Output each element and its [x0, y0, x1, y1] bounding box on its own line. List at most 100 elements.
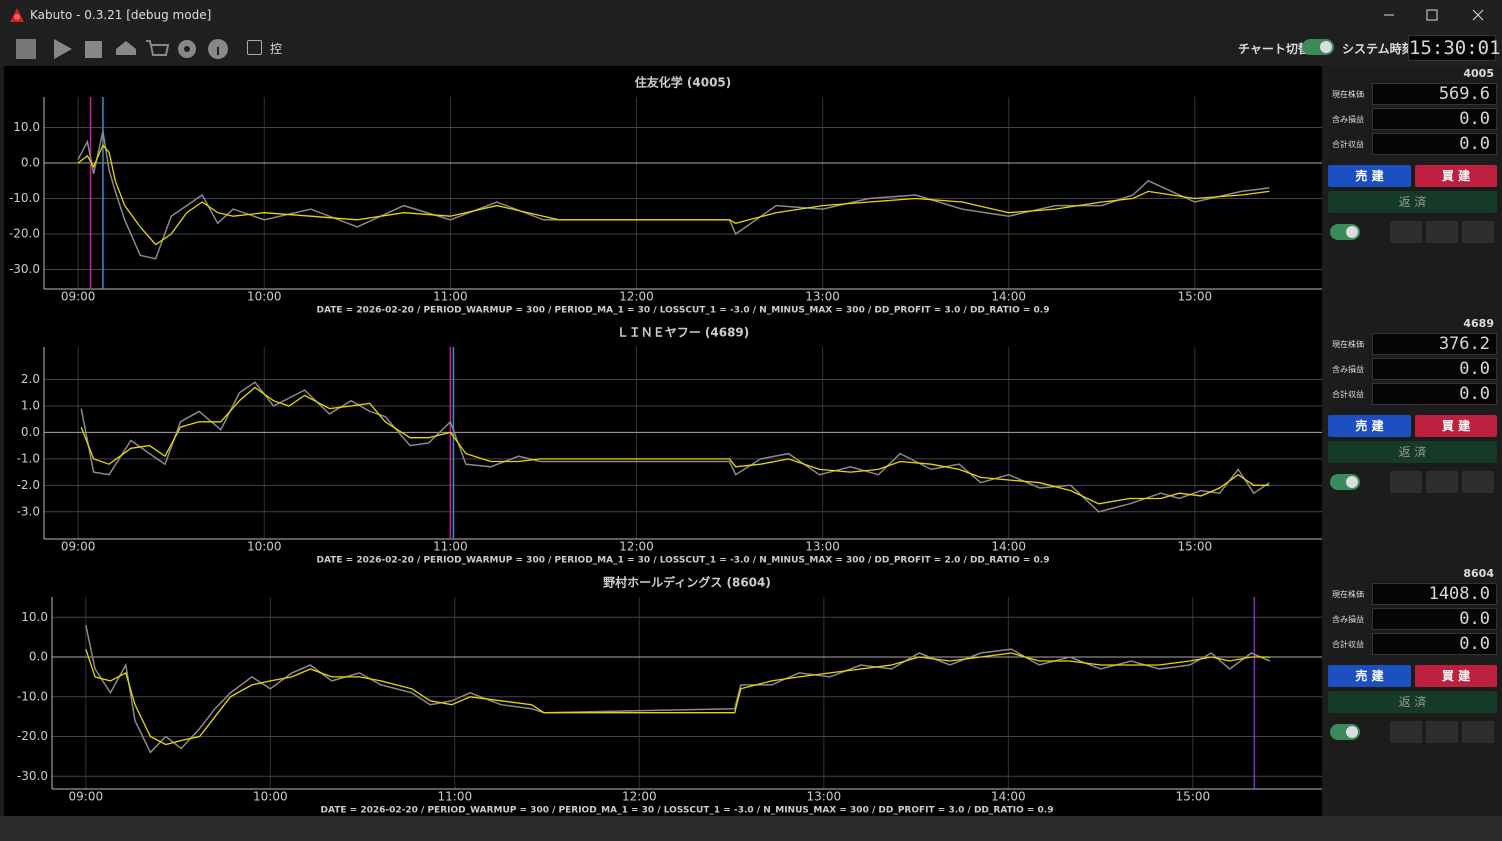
- window-controls[interactable]: [1370, 0, 1502, 31]
- y-tick-label: -2.0: [17, 478, 40, 492]
- x-tick-label: 09:00: [69, 790, 104, 804]
- toolbar-icons[interactable]: [10, 35, 235, 63]
- tool-button[interactable]: [1390, 221, 1422, 243]
- y-tick-label: -30.0: [17, 769, 48, 783]
- y-tick-label: 0.0: [21, 156, 40, 170]
- stock-code: 4689: [1463, 317, 1494, 330]
- chart-footer: DATE = 2026-02-20 / PERIOD_WARMUP = 300 …: [321, 806, 1054, 816]
- tool-button[interactable]: [1462, 221, 1494, 243]
- checkbox[interactable]: [247, 40, 262, 55]
- window-title: Kabuto - 0.3.21 [debug mode]: [30, 8, 212, 22]
- x-tick-label: 11:00: [433, 290, 468, 304]
- toggle[interactable]: [1330, 724, 1360, 740]
- close-button[interactable]: 返 済: [1328, 441, 1497, 463]
- x-tick-label: 13:00: [805, 290, 840, 304]
- y-tick-label: -10.0: [9, 191, 40, 205]
- stock-code: 8604: [1463, 567, 1494, 580]
- field-value: 0.0: [1372, 133, 1497, 155]
- buy-button[interactable]: 買 建: [1415, 665, 1497, 687]
- field-label: 含み損益: [1332, 115, 1364, 124]
- x-tick-label: 15:00: [1176, 790, 1211, 804]
- field-label: 合計収益: [1332, 640, 1364, 649]
- field-label: 含み損益: [1332, 615, 1364, 624]
- sell-button[interactable]: 売 建: [1328, 165, 1411, 187]
- field-value: 0.0: [1372, 108, 1497, 130]
- y-tick-label: 10.0: [13, 120, 40, 134]
- stock-code: 4005: [1463, 67, 1494, 80]
- y-tick-label: -3.0: [17, 504, 40, 518]
- y-tick-label: 0.0: [29, 650, 48, 664]
- status-bar: [0, 816, 1502, 841]
- charts: 住友化学 (4005) 09:00 10:00 11:00 12:00 13:00 14:0…: [4, 66, 1322, 816]
- buy-button[interactable]: 買 建: [1415, 415, 1497, 437]
- tool-button[interactable]: [1426, 471, 1458, 493]
- chart-title: ＬＩＮＥヤフー (4689): [617, 326, 750, 340]
- x-tick-label: 12:00: [619, 540, 654, 554]
- x-tick-label: 15:00: [1178, 540, 1213, 554]
- toolbar: 控 チャート切替 システム時刻 15:30:01: [0, 31, 1502, 66]
- x-tick-label: 10:00: [247, 540, 282, 554]
- system-time-label: システム時刻: [1342, 42, 1414, 56]
- buy-button[interactable]: 買 建: [1415, 165, 1497, 187]
- app-icon: [10, 8, 24, 22]
- tool-button[interactable]: [1426, 721, 1458, 743]
- field-value: 1408.0: [1372, 583, 1497, 605]
- x-tick-label: 15:00: [1178, 290, 1213, 304]
- field-label: 現在株価: [1332, 90, 1364, 99]
- tool-button[interactable]: [1426, 221, 1458, 243]
- tool-button[interactable]: [1462, 721, 1494, 743]
- series-line: [77, 144, 1270, 246]
- field-label: 現在株価: [1332, 340, 1364, 349]
- series-line: [77, 130, 1270, 260]
- y-tick-label: 10.0: [21, 610, 48, 624]
- y-tick-label: -20.0: [9, 226, 40, 240]
- system-time: 15:30:01: [1408, 35, 1501, 61]
- toggle[interactable]: [1330, 474, 1360, 490]
- x-tick-label: 11:00: [433, 540, 468, 554]
- toggle[interactable]: [1302, 39, 1334, 55]
- field-label: 含み損益: [1332, 365, 1364, 374]
- chart-footer: DATE = 2026-02-20 / PERIOD_WARMUP = 300 …: [317, 306, 1050, 316]
- series-line: [85, 648, 1270, 746]
- y-tick-label: 1.0: [21, 398, 40, 412]
- field-value: 0.0: [1372, 608, 1497, 630]
- toggle[interactable]: [1330, 224, 1360, 240]
- tool-button[interactable]: [1390, 721, 1422, 743]
- sell-button[interactable]: 売 建: [1328, 415, 1411, 437]
- x-tick-label: 10:00: [247, 290, 282, 304]
- x-tick-label: 13:00: [807, 790, 842, 804]
- tool-button[interactable]: [1462, 471, 1494, 493]
- chart-footer: DATE = 2026-02-20 / PERIOD_WARMUP = 300 …: [317, 556, 1050, 566]
- y-tick-label: -20.0: [17, 729, 48, 743]
- x-tick-label: 11:00: [438, 790, 473, 804]
- y-tick-label: -30.0: [9, 262, 40, 276]
- tool-button[interactable]: [1390, 471, 1422, 493]
- sell-button[interactable]: 売 建: [1328, 665, 1411, 687]
- chart-title: 住友化学 (4005): [635, 75, 732, 90]
- x-tick-label: 09:00: [61, 540, 96, 554]
- field-value: 0.0: [1372, 633, 1497, 655]
- x-tick-label: 12:00: [622, 790, 657, 804]
- chart-title: 野村ホールディングス (8604): [603, 575, 771, 590]
- y-tick-label: 2.0: [21, 372, 40, 386]
- x-tick-label: 09:00: [61, 290, 96, 304]
- field-value: 0.0: [1372, 358, 1497, 380]
- field-value: 569.6: [1372, 83, 1497, 105]
- field-value: 0.0: [1372, 383, 1497, 405]
- field-label: 現在株価: [1332, 590, 1364, 599]
- checkbox-label: 控: [270, 42, 283, 56]
- series-line: [80, 381, 1270, 513]
- series-line: [80, 386, 1270, 505]
- x-tick-label: 14:00: [991, 540, 1026, 554]
- field-label: 合計収益: [1332, 140, 1364, 149]
- close-button[interactable]: 返 済: [1328, 191, 1497, 213]
- y-tick-label: -10.0: [17, 689, 48, 703]
- x-tick-label: 14:00: [991, 290, 1026, 304]
- x-tick-label: 14:00: [991, 790, 1026, 804]
- y-tick-label: -1.0: [17, 451, 40, 465]
- close-button[interactable]: 返 済: [1328, 691, 1497, 713]
- field-value: 376.2: [1372, 333, 1497, 355]
- field-label: 合計収益: [1332, 390, 1364, 399]
- title-bar: Kabuto - 0.3.21 [debug mode]: [0, 0, 1502, 31]
- x-tick-label: 12:00: [619, 290, 654, 304]
